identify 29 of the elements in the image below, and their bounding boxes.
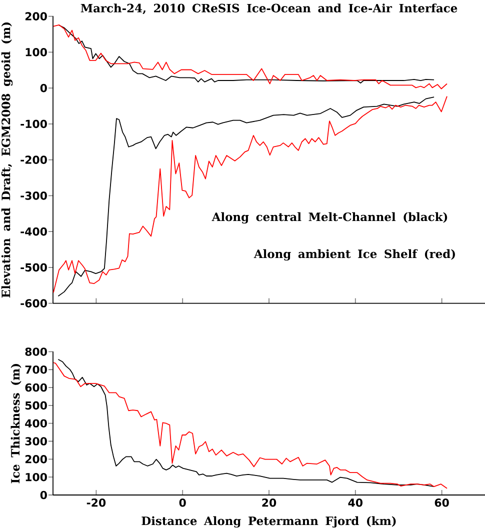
y-tick-label: 800	[25, 348, 47, 356]
annotation: Along ambient Ice Shelf (red)	[254, 249, 455, 261]
y-tick-label: 400	[25, 419, 47, 428]
x-tick-label: 0	[179, 498, 186, 507]
y-axis-title: Elevation and Draft, EGM2008 geoid (m)	[1, 22, 13, 298]
x-tick-label: 40	[348, 498, 363, 507]
y-axis-title: Ice Thickness (m)	[10, 364, 22, 484]
y-tick-label: 600	[25, 383, 47, 392]
y-tick-label: -400	[20, 227, 47, 236]
y-tick-label: 0	[40, 490, 47, 500]
y-tick-label: 100	[26, 48, 47, 56]
chart-title: March-24, 2010 CReSIS Ice-Ocean and Ice-Air Interface	[80, 4, 458, 14]
x-axis-title: Distance Along Petermann Fjord (km)	[142, 516, 396, 528]
y-tick-label: 300	[25, 437, 47, 446]
y-tick-label: 100	[26, 472, 47, 482]
x-tick-label: 60	[434, 498, 449, 507]
y-tick-label: 0	[40, 84, 47, 92]
y-tick-label: 200	[25, 455, 47, 464]
y-tick-label: -200	[20, 156, 47, 164]
y-tick-label: -500	[20, 263, 47, 272]
y-tick-label: -600	[20, 299, 47, 308]
y-tick-label: 500	[25, 401, 47, 410]
x-tick-label: -20	[86, 498, 106, 507]
y-tick-label: -100	[20, 120, 47, 128]
y-tick-label: -300	[20, 192, 47, 200]
annotation: Along central Melt-Channel (black)	[212, 212, 448, 224]
y-tick-label: 700	[25, 365, 47, 374]
y-tick-label: 200	[25, 12, 47, 20]
x-tick-label: 20	[262, 498, 276, 507]
